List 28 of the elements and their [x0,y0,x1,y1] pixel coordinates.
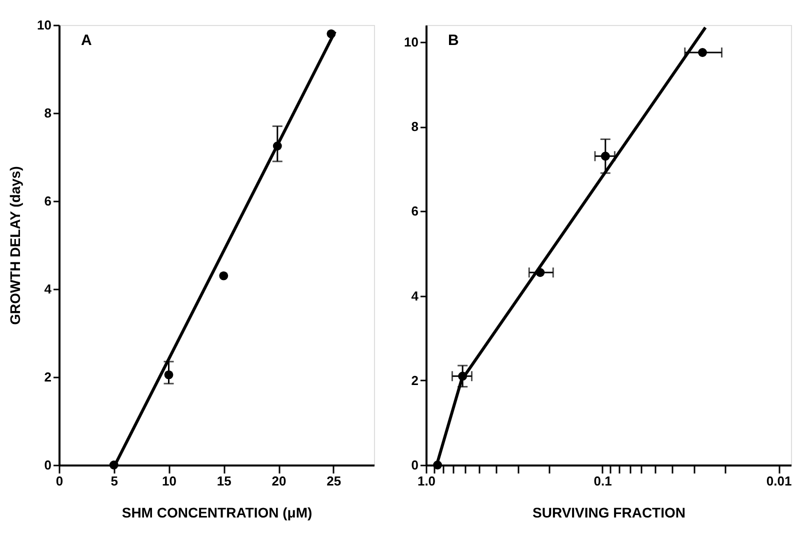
y-tick-label: 8 [44,106,52,120]
x-tick-label: 15 [216,474,232,488]
annotation: B [448,32,459,49]
x-tick-label: 0.1 [594,474,612,488]
y-tick-label: 4 [411,288,420,304]
x-tick-label: 0.01 [766,474,792,488]
y-tick-label: 10 [37,18,52,32]
x-tick-label: 25 [326,474,342,488]
point [164,370,174,380]
y-tick-label: 2 [44,370,52,384]
y-tick-label: 10 [404,34,418,50]
point [219,271,228,280]
x-tick-label: 10 [162,474,176,488]
y-axis-title: GROWTH DELAY (days) [7,166,24,325]
x-tick-label: 1.0 [417,474,436,488]
x-axis-title: SHM CONCENTRATION (μM) [122,504,312,520]
x-tick-label: 5 [110,474,118,488]
y-tick-label: 2 [411,372,418,388]
y-tick-label: 8 [411,119,418,134]
y-tick-label: 4 [44,282,52,296]
annotation: A [81,32,92,49]
x-tick-label: 0 [56,474,64,488]
x-tick-label: 20 [272,474,286,488]
y-tick-label: 6 [411,204,418,219]
y-tick-label: 0 [411,458,418,472]
y-tick-label: 6 [44,194,52,208]
y-tick-label: 0 [44,458,52,472]
x-axis-title: SURVIVING FRACTION [532,504,686,520]
